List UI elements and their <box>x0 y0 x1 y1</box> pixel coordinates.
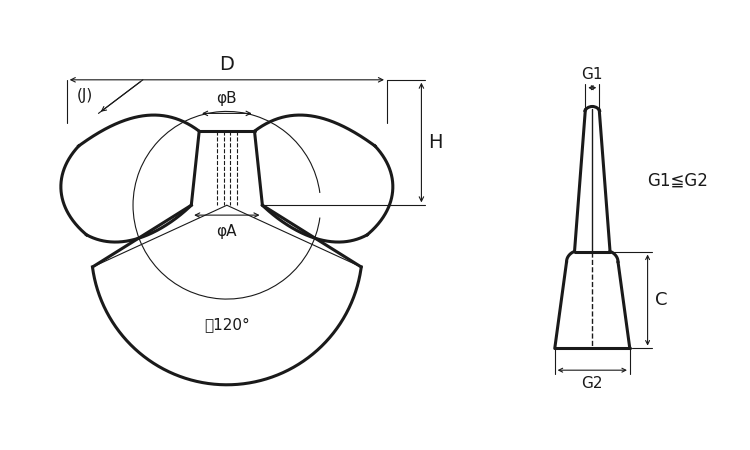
Text: G1≦G2: G1≦G2 <box>647 171 709 189</box>
Text: φA: φA <box>217 224 237 239</box>
Text: G2: G2 <box>581 376 603 391</box>
Text: G1: G1 <box>581 67 603 82</box>
Text: H: H <box>428 133 442 152</box>
Text: C: C <box>655 291 667 309</box>
Text: 経120°: 経120° <box>204 317 250 332</box>
Text: D: D <box>220 55 234 74</box>
Text: (J): (J) <box>76 88 93 103</box>
Text: φB: φB <box>217 91 237 107</box>
